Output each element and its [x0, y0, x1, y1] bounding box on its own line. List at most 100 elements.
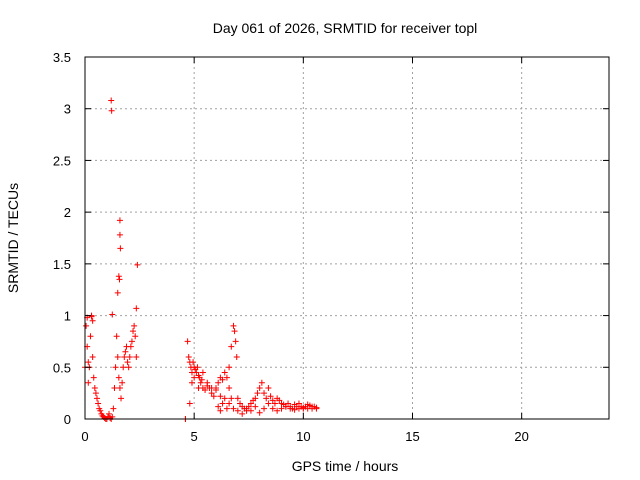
data-point [118, 395, 125, 402]
data-point [234, 407, 241, 414]
data-point [130, 328, 137, 335]
y-tick-label: 3 [64, 102, 71, 117]
data-point [269, 405, 276, 412]
data-point [295, 400, 302, 407]
data-point [85, 379, 92, 386]
data-point [95, 400, 102, 407]
data-points [82, 97, 320, 422]
data-point [274, 407, 281, 414]
data-point [133, 305, 140, 312]
data-point [124, 359, 131, 366]
data-point [194, 364, 201, 371]
data-point [127, 343, 134, 350]
data-point [195, 384, 202, 391]
data-point [193, 369, 200, 376]
data-point [128, 338, 135, 345]
data-point [226, 364, 233, 371]
data-point [191, 374, 198, 381]
data-point [267, 393, 274, 400]
y-tick-label: 2.5 [53, 153, 71, 168]
data-point [92, 390, 99, 397]
data-point [122, 348, 129, 355]
data-point [94, 395, 101, 402]
data-point [121, 353, 128, 360]
data-point [285, 400, 292, 407]
data-point [237, 400, 244, 407]
y-tick-label: 1.5 [53, 257, 71, 272]
data-point [282, 403, 289, 410]
data-point [85, 359, 92, 366]
data-point [208, 390, 215, 397]
data-point [258, 379, 265, 386]
data-point [221, 369, 228, 376]
data-point [90, 374, 97, 381]
y-tick-label: 3.5 [53, 50, 71, 65]
data-point [91, 384, 98, 391]
data-point [198, 376, 205, 383]
data-point [261, 390, 268, 397]
grid [85, 57, 609, 419]
data-point [115, 273, 122, 280]
data-point [304, 405, 311, 412]
data-point [230, 405, 237, 412]
data-point [313, 405, 320, 412]
data-point [108, 97, 115, 104]
data-point [287, 405, 294, 412]
data-point [291, 406, 298, 413]
data-point [114, 289, 121, 296]
data-point [265, 384, 272, 391]
data-point [228, 395, 235, 402]
data-point [132, 333, 139, 340]
data-point [87, 333, 94, 340]
data-point [109, 311, 116, 318]
data-point [252, 403, 259, 410]
data-point [276, 397, 283, 404]
data-point [217, 407, 224, 414]
data-point [116, 217, 123, 224]
data-point [208, 384, 215, 391]
data-point [232, 338, 239, 345]
data-point [309, 403, 316, 410]
data-point [228, 343, 235, 350]
data-point [202, 387, 209, 394]
data-point [269, 397, 276, 404]
data-point [223, 374, 230, 381]
y-tick-label: 0 [64, 412, 71, 427]
data-point [233, 353, 240, 360]
data-point [247, 400, 254, 407]
data-point [271, 400, 278, 407]
data-point [116, 231, 123, 238]
data-point [263, 395, 270, 402]
data-point [265, 400, 272, 407]
data-point [226, 400, 233, 407]
data-point [221, 395, 228, 402]
x-tick-label: 5 [191, 429, 198, 444]
data-point [213, 387, 219, 394]
data-point [199, 369, 206, 376]
plot-frame [84, 56, 610, 420]
data-point [126, 353, 133, 360]
y-tick-label: 0.5 [53, 360, 71, 375]
data-point [108, 107, 115, 114]
data-point [119, 379, 126, 386]
data-point [117, 245, 124, 252]
data-point [114, 353, 121, 360]
data-point [131, 322, 138, 329]
x-tick-label: 10 [296, 429, 310, 444]
data-point [219, 376, 226, 383]
data-point [115, 374, 122, 381]
data-point [243, 405, 250, 412]
data-point [185, 353, 192, 360]
data-point [278, 405, 285, 412]
data-point [113, 333, 120, 340]
data-point [116, 276, 123, 283]
data-point [133, 353, 140, 360]
data-point [111, 384, 118, 391]
data-point [217, 393, 224, 400]
data-point [116, 384, 123, 391]
data-point [125, 364, 132, 371]
data-point [215, 379, 222, 386]
data-point [89, 317, 96, 324]
data-point [210, 393, 217, 400]
data-point [112, 364, 119, 371]
